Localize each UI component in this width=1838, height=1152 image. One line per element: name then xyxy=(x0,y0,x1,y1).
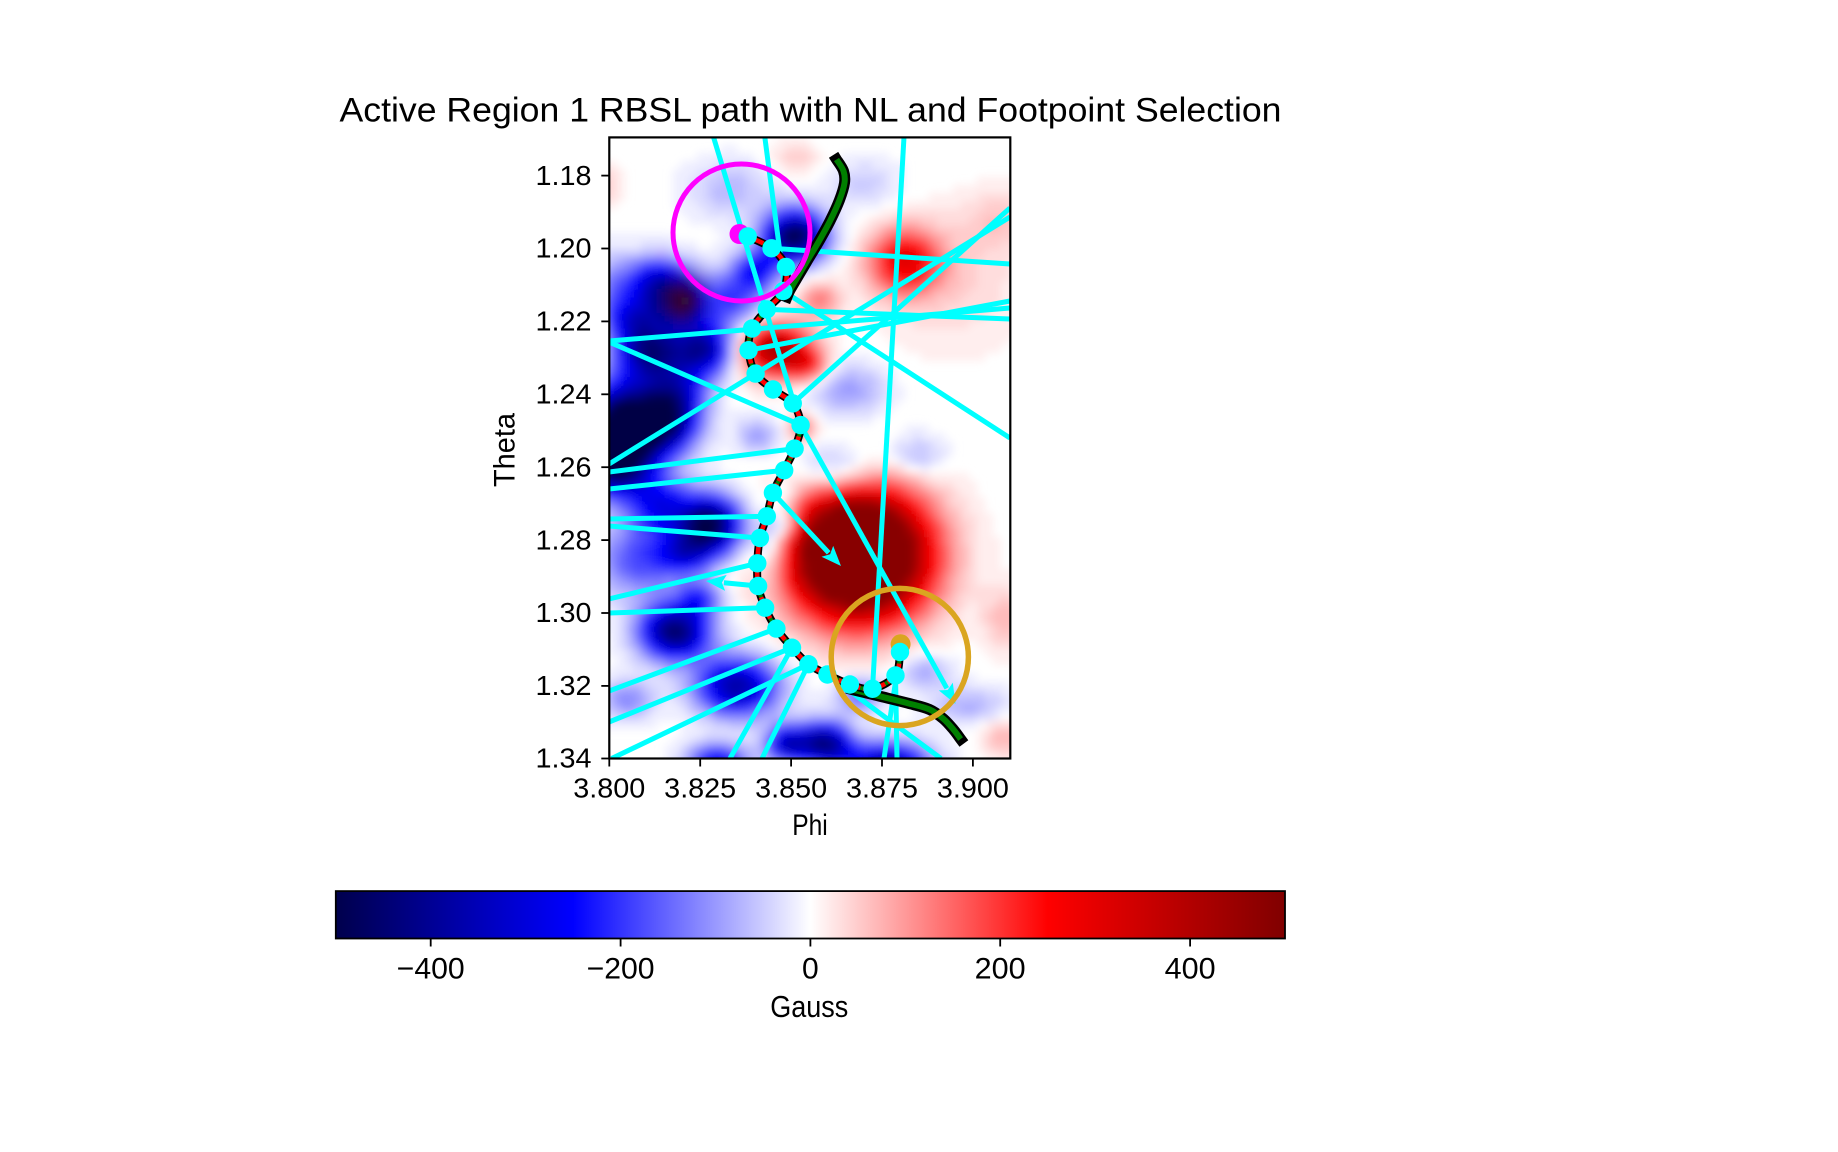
svg-text:3.900: 3.900 xyxy=(937,772,1009,803)
svg-text:−200: −200 xyxy=(587,953,655,986)
svg-text:3.875: 3.875 xyxy=(846,772,918,803)
svg-text:1.24: 1.24 xyxy=(536,379,592,410)
svg-text:1.18: 1.18 xyxy=(536,160,592,191)
svg-text:3.800: 3.800 xyxy=(573,772,645,803)
svg-text:Gauss: Gauss xyxy=(770,989,848,1024)
svg-text:Theta: Theta xyxy=(489,412,522,487)
svg-text:1.28: 1.28 xyxy=(536,524,592,555)
svg-text:200: 200 xyxy=(975,953,1026,986)
svg-text:3.850: 3.850 xyxy=(755,772,827,803)
svg-text:1.26: 1.26 xyxy=(536,451,592,482)
svg-text:1.34: 1.34 xyxy=(536,743,592,774)
svg-text:Phi: Phi xyxy=(792,809,828,842)
svg-text:0: 0 xyxy=(802,953,819,986)
svg-text:−400: −400 xyxy=(397,953,465,986)
svg-text:3.825: 3.825 xyxy=(664,772,736,803)
svg-text:400: 400 xyxy=(1165,953,1216,986)
svg-text:1.32: 1.32 xyxy=(536,670,592,701)
svg-text:1.20: 1.20 xyxy=(536,233,592,264)
svg-text:1.30: 1.30 xyxy=(536,597,592,628)
svg-text:1.22: 1.22 xyxy=(536,306,592,337)
svg-text:Active Region 1 RBSL path with: Active Region 1 RBSL path with NL and Fo… xyxy=(340,92,1282,130)
